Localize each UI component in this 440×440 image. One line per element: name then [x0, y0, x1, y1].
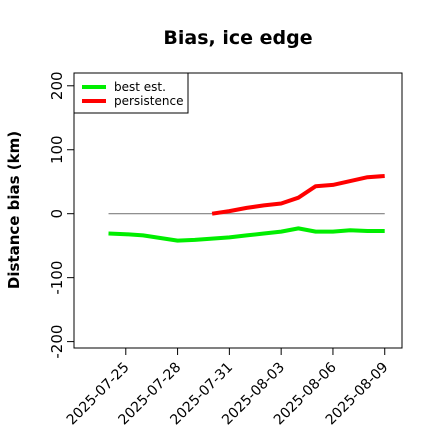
- chart-title: Bias, ice edge: [163, 27, 312, 49]
- legend-label-1: persistence: [114, 94, 183, 108]
- y-tick-label: 200: [48, 71, 66, 100]
- plot-frame: [73, 72, 403, 349]
- plot-area: -200-10001002002025-07-252025-07-282025-…: [48, 71, 403, 428]
- legend-box: [73, 72, 189, 114]
- y-tick-label: -200: [48, 325, 66, 359]
- legend: best est.persistence: [73, 72, 189, 114]
- y-tick-label: 0: [48, 209, 66, 219]
- series-line-1: [211, 174, 385, 216]
- legend-label-0: best est.: [114, 80, 166, 94]
- y-tick-label: -100: [48, 261, 66, 295]
- y-axis-label: Distance bias (km): [5, 131, 23, 289]
- y-tick-label: 100: [48, 135, 66, 164]
- series-line-0: [108, 226, 385, 243]
